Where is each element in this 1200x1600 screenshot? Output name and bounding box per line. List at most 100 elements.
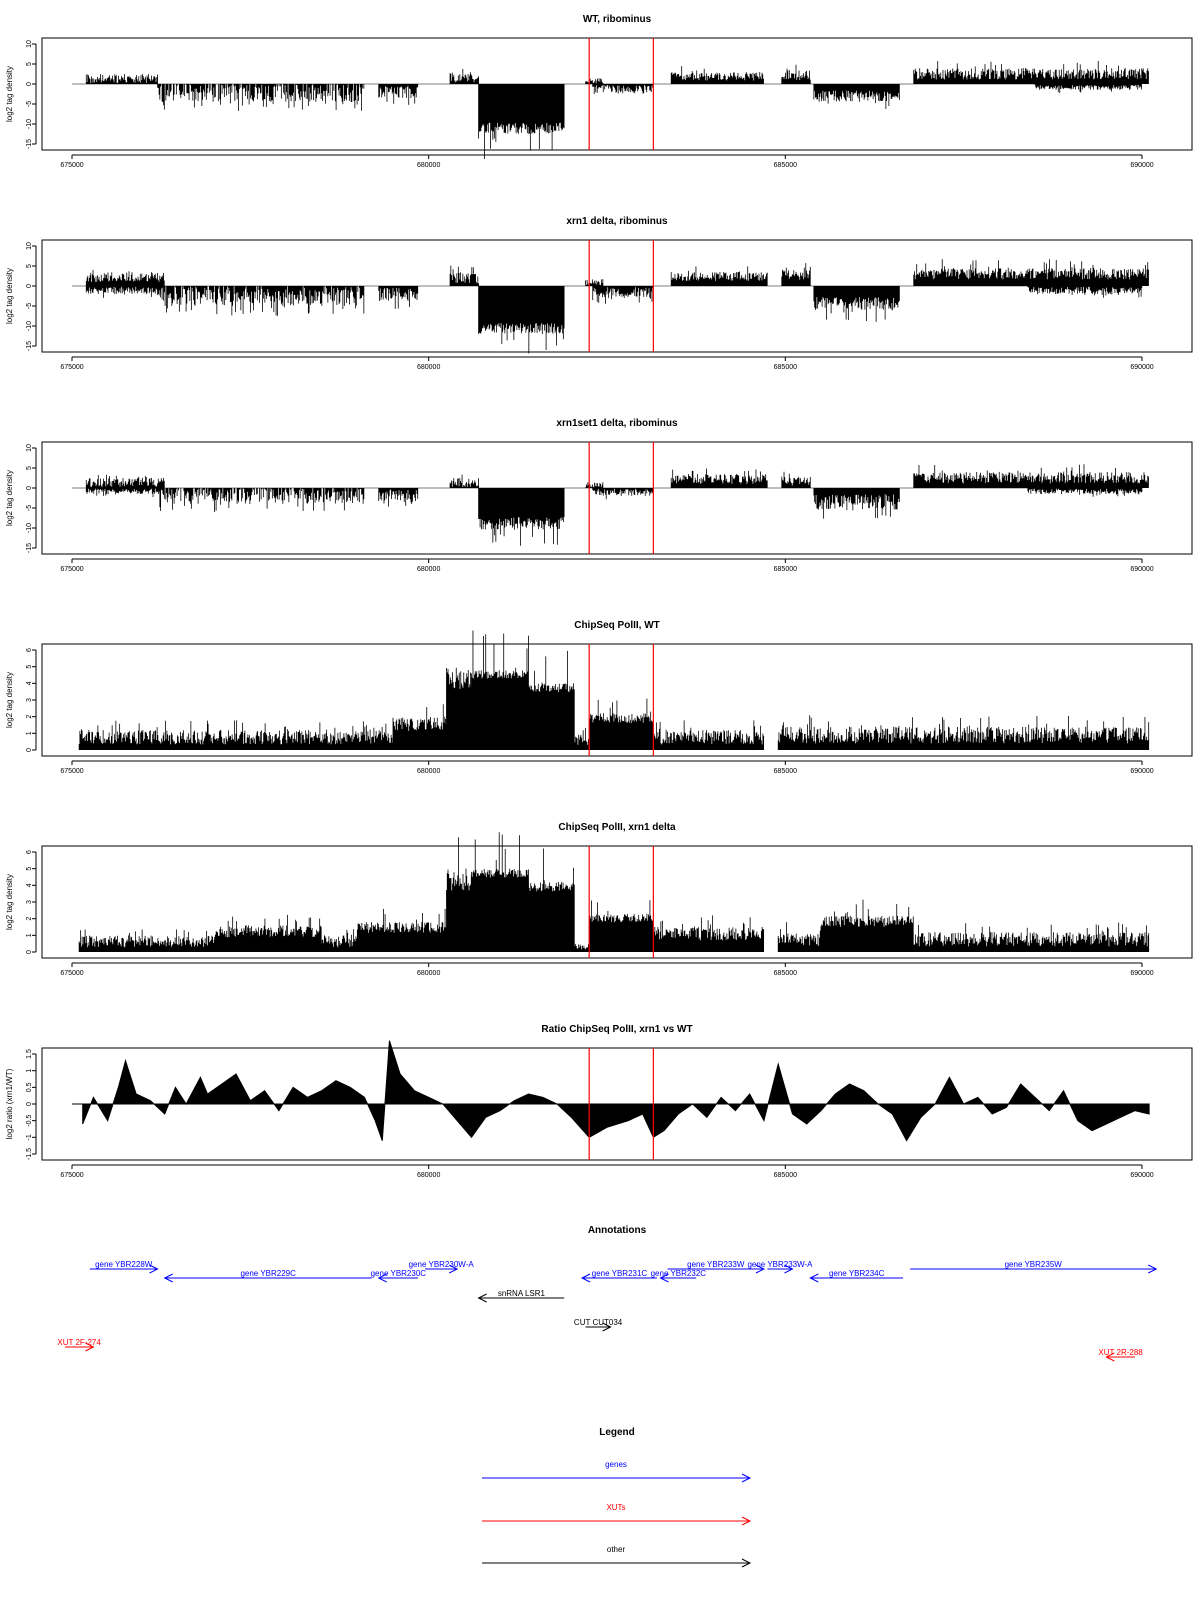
y-axis: -15 -10 -5 0 5 10: [26, 444, 37, 553]
y-axis-label: log2 tag density: [5, 470, 14, 526]
arrow-head: [1105, 1352, 1115, 1362]
chart-panel-3: xrn1set1 delta, ribominus -15 -10 -5 0 5 10 log…: [5, 418, 1193, 573]
y-tick-label: -1.5: [26, 1148, 33, 1160]
x-tick-label: 690000: [1130, 364, 1153, 371]
annotation-item: gene YBR232C: [651, 1269, 707, 1283]
annotation-label: gene YBR232C: [651, 1269, 707, 1278]
x-tick-label: 680000: [417, 162, 440, 169]
chart-title: WT, ribominus: [583, 14, 652, 25]
arrow-head: [659, 1273, 669, 1283]
chart-panel-2: xrn1 delta, ribominus -15 -10 -5 0 5 10 log2 ta…: [5, 216, 1193, 371]
y-tick-label: 5: [26, 466, 33, 470]
arrow-head: [85, 1342, 95, 1352]
chart-title: xrn1set1 delta, ribominus: [556, 418, 678, 429]
annotation-label: snRNA LSR1: [498, 1289, 546, 1298]
y-tick-label: 5: [26, 264, 33, 268]
y-tick-label: 4: [26, 681, 33, 685]
annotation-item: gene YBR234C: [809, 1269, 904, 1283]
y-tick-label: 0: [26, 82, 33, 86]
chart-panel-5: ChipSeq PolII, xrn1 delta 0 1 2 3 4 5 6 log2 tag…: [5, 822, 1193, 977]
y-tick-label: 0: [26, 486, 33, 490]
plot-frame: [41, 37, 1193, 151]
annotation-label: gene YBR233W: [687, 1260, 745, 1269]
x-tick-label: 675000: [60, 162, 83, 169]
chart-panel-1: WT, ribominus -15 -10 -5 0 5 10 log2 tag densit…: [5, 14, 1193, 169]
annotation-item: gene YBR233W-A: [747, 1260, 813, 1274]
y-tick-label: 10: [26, 444, 33, 452]
y-tick-label: -10: [26, 523, 33, 533]
annotation-label: gene YBR233W-A: [747, 1260, 813, 1269]
y-tick-label: 10: [26, 242, 33, 250]
y-tick-label: -0.5: [26, 1115, 33, 1127]
annotation-label: XUT 2R-288: [1098, 1348, 1143, 1357]
annotations-title: Annotations: [588, 1225, 647, 1236]
arrow-head: [149, 1264, 159, 1274]
x-tick-label: 680000: [417, 364, 440, 371]
annotation-item: snRNA LSR1: [477, 1289, 565, 1303]
y-tick-label: 6: [26, 648, 33, 652]
annotation-label: gene YBR229C: [240, 1269, 296, 1278]
y-axis: 0 1 2 3 4 5 6: [26, 850, 37, 954]
x-tick-label: 690000: [1130, 162, 1153, 169]
y-tick-label: 1: [26, 731, 33, 735]
y-axis: -15 -10 -5 0 5 10: [26, 40, 37, 149]
data-series: [72, 60, 1149, 159]
annotation-item: XUT 2F-274: [57, 1338, 101, 1352]
x-tick-label: 685000: [774, 162, 797, 169]
x-tick-label: 680000: [417, 1172, 440, 1179]
legend-label: XUTs: [606, 1503, 625, 1512]
annotation-item: gene YBR229C: [163, 1269, 372, 1283]
data-series: [78, 832, 1150, 952]
x-tick-label: 685000: [774, 1172, 797, 1179]
y-tick-label: 5: [26, 665, 33, 669]
x-tick-label: 690000: [1130, 970, 1153, 977]
annotation-item: gene YBR228W: [89, 1260, 159, 1274]
y-tick-label: -5: [26, 101, 33, 107]
annotation-label: XUT 2F-274: [57, 1338, 101, 1347]
density-bars: [85, 60, 1149, 159]
y-tick-label: 0.5: [26, 1082, 33, 1092]
legend-item-xut: XUTs: [482, 1503, 752, 1526]
arrow-head: [1148, 1264, 1158, 1274]
plot-frame: [41, 845, 1193, 959]
y-tick-label: 3: [26, 698, 33, 702]
density-bars: [85, 259, 1149, 354]
annotation-label: CUT CUT034: [574, 1318, 623, 1327]
y-tick-label: -5: [26, 303, 33, 309]
legend-label: other: [607, 1545, 626, 1554]
y-tick-label: 1.5: [26, 1049, 33, 1059]
annotation-label: gene YBR228W: [95, 1260, 153, 1269]
x-axis: 675000 680000 685000 690000: [60, 356, 1154, 371]
y-tick-label: -15: [26, 139, 33, 149]
y-tick-label: 6: [26, 850, 33, 854]
plot-frame: [41, 1047, 1193, 1161]
x-tick-label: 690000: [1130, 1172, 1153, 1179]
y-tick-label: -5: [26, 505, 33, 511]
plot-frame: [41, 441, 1193, 555]
x-axis: 675000 680000 685000 690000: [60, 760, 1154, 775]
annotation-item: gene YBR230C: [371, 1269, 427, 1283]
chart-panel-6: Ratio ChipSeq PolII, xrn1 vs WT -1.5 -1 -0.…: [5, 1024, 1193, 1179]
annotation-item: gene YBR235W: [910, 1260, 1158, 1274]
y-axis: -15 -10 -5 0 5 10: [26, 242, 37, 351]
y-tick-label: -15: [26, 341, 33, 351]
x-tick-label: 675000: [60, 364, 83, 371]
ratio-area: [82, 1040, 1150, 1142]
y-tick-label: -15: [26, 543, 33, 553]
x-tick-label: 675000: [60, 970, 83, 977]
x-tick-label: 675000: [60, 566, 83, 573]
annotation-label: gene YBR230C: [371, 1269, 427, 1278]
x-tick-label: 685000: [774, 566, 797, 573]
y-tick-label: 2: [26, 715, 33, 719]
density-bars: [85, 464, 1149, 546]
x-tick-label: 675000: [60, 1172, 83, 1179]
x-axis: 675000 680000 685000 690000: [60, 558, 1154, 573]
y-tick-label: 10: [26, 40, 33, 48]
y-tick-label: 4: [26, 883, 33, 887]
y-tick-label: -10: [26, 119, 33, 129]
y-axis-label: log2 tag density: [5, 66, 14, 122]
arrow-head: [163, 1273, 173, 1283]
y-axis-label: log2 tag density: [5, 874, 14, 930]
chart-title: Ratio ChipSeq PolII, xrn1 vs WT: [541, 1024, 692, 1035]
annotation-item: gene YBR231C: [580, 1269, 657, 1283]
